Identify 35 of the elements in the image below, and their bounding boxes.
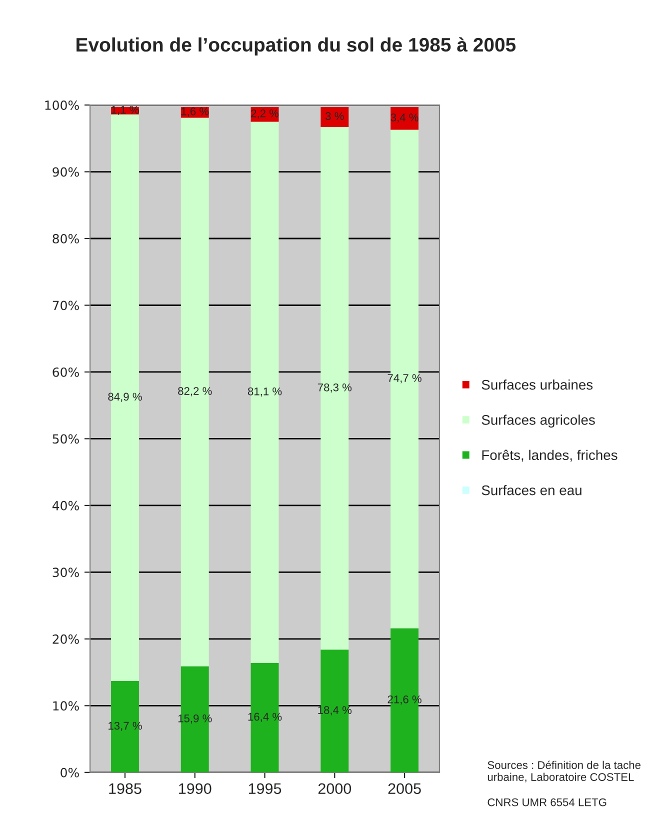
data-label: 3 %	[326, 112, 344, 120]
x-tick-label: 2005	[388, 783, 421, 794]
x-tick-label: 1985	[109, 783, 142, 794]
x-tick-label: 1990	[179, 783, 212, 794]
bar	[390, 107, 419, 130]
legend-label: Forêts, landes, friches	[482, 450, 618, 462]
x-tick-label: 1995	[248, 783, 282, 794]
data-label: 78,3 %	[318, 383, 352, 393]
data-label: 82,2 %	[178, 387, 212, 396]
legend-label: Surfaces en eau	[482, 485, 582, 496]
y-tick-label: 10%	[53, 701, 79, 711]
y-tick-label: 80%	[52, 234, 79, 244]
data-label: 2,2 %	[251, 109, 279, 119]
data-label: 1,1 %	[112, 106, 139, 115]
y-tick-label: 20%	[52, 634, 79, 644]
data-label: 84,9 %	[108, 392, 142, 402]
y-tick-label: 60%	[52, 367, 79, 377]
legend-label: Surfaces urbaines	[482, 379, 593, 390]
y-tick-label: 50%	[52, 434, 79, 444]
data-label: 74,7 %	[388, 374, 422, 384]
bar	[320, 107, 349, 128]
data-label: 81,1 %	[248, 387, 282, 397]
y-tick-label: 70%	[52, 300, 79, 310]
y-tick-label: 0%	[60, 768, 79, 778]
x-tick-label: 2000	[318, 783, 352, 794]
y-tick-label: 40%	[52, 500, 79, 510]
source-note: Sources : Définition de la tache urbaine, Laboratoire COSTEL	[488, 760, 640, 782]
y-tick-label: 100%	[45, 100, 79, 110]
y-tick-label: 90%	[52, 167, 79, 177]
legend-label: Surfaces agricoles	[482, 414, 595, 428]
text: CNRS UMR 6554 LETG	[488, 798, 606, 806]
data-label: 3,4 %	[390, 113, 418, 123]
data-label: 1,6 %	[182, 107, 209, 117]
chart-title: Evolution de l’occupation du sol de 1985 à 2005	[76, 37, 516, 56]
y-tick-label: 30%	[52, 568, 79, 578]
